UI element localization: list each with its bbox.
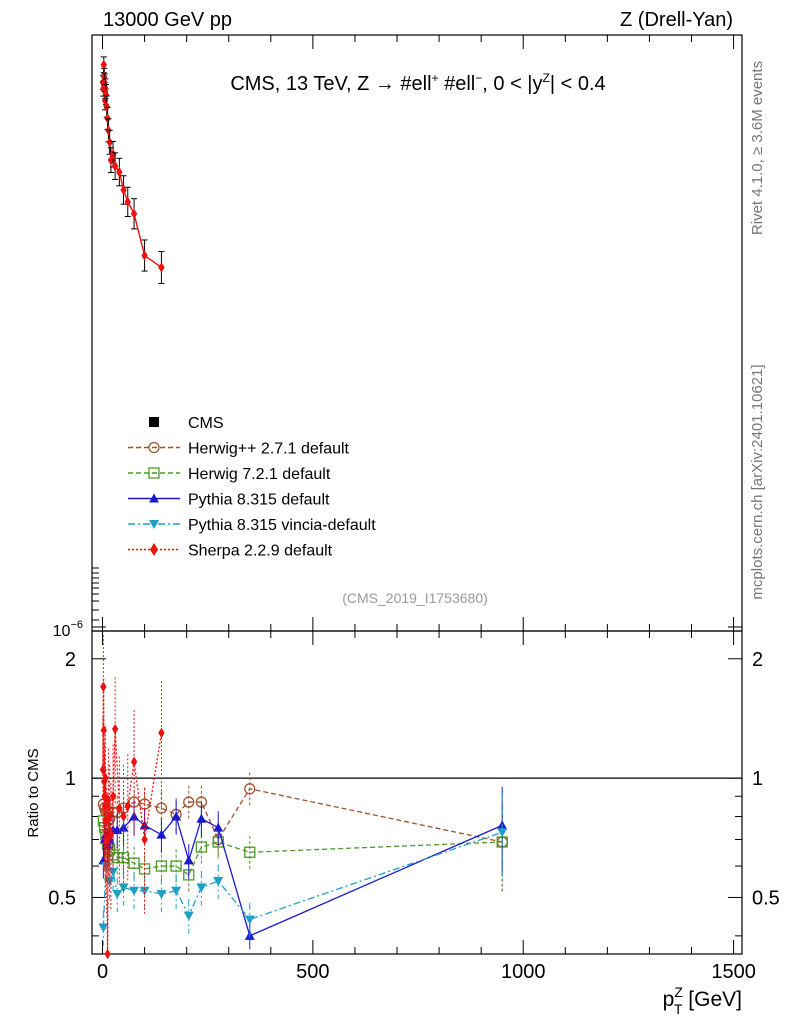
main-data-point — [158, 262, 165, 273]
legend-label: Sherpa 2.2.9 default — [188, 543, 333, 560]
ratio-data-point — [244, 783, 256, 795]
main-data-point — [116, 166, 123, 178]
ratio-data-point — [196, 813, 207, 823]
ratio-data-point — [183, 855, 194, 865]
ratio-series-line — [102, 820, 503, 876]
ratio-data-point — [124, 800, 131, 812]
ratio-data-point — [141, 834, 148, 845]
main-data-point — [130, 208, 138, 219]
ratio-data-point — [213, 822, 224, 832]
ratio-data-point — [111, 723, 119, 735]
header-process: 13000 GeV pp — [103, 9, 232, 31]
main-series-line — [102, 64, 162, 269]
y-tick-label-right: 1 — [752, 768, 763, 790]
legend-marker — [149, 493, 159, 503]
ratio-data-point — [183, 796, 195, 808]
y-tick-label-right: 0.5 — [752, 887, 780, 909]
x-axis-label: pZ T [GeV] — [663, 984, 742, 1017]
main-data-point — [107, 154, 115, 166]
legend-label: Herwig 7.2.1 default — [188, 466, 331, 483]
mcplots-source-label: mcplots.cern.ch [arXiv:2401.10621] — [749, 364, 766, 599]
ratio-data-point — [118, 883, 129, 893]
ratio-data-point — [118, 822, 129, 832]
x-tick-label: 1000 — [501, 961, 546, 983]
ratio-data-point — [213, 877, 224, 887]
ratio-data-point — [116, 802, 123, 814]
ratio-data-point — [244, 846, 256, 858]
ratio-data-point — [130, 756, 138, 767]
main-marks — [99, 56, 165, 284]
ratio-data-point — [155, 860, 168, 872]
main-y-tick-label: 10−6 — [53, 619, 83, 640]
ratio-data-point — [112, 890, 123, 900]
rivet-version-label: Rivet 4.1.0, ≥ 3.6M events — [749, 61, 766, 235]
legend-label: Pythia 8.315 vincia-default — [188, 517, 376, 534]
main-axes — [92, 35, 742, 631]
analysis-watermark: (CMS_2019_I1753680) — [342, 590, 488, 606]
ratio-data-point — [156, 829, 167, 839]
main-data-point — [111, 160, 119, 172]
header-observable: Z (Drell-Yan) — [620, 9, 733, 31]
ratio-data-point — [120, 811, 127, 822]
plot-title: CMS, 13 TeV, Z → #ell+ #ell−, 0 < |yZ| <… — [230, 71, 605, 95]
ratio-panel-frame — [91, 630, 743, 955]
ratio-data-point — [99, 764, 107, 775]
ratio-data-point — [196, 883, 207, 893]
ratio-data-point — [170, 860, 182, 872]
ratio-data-point — [101, 800, 109, 812]
main-data-point — [106, 137, 113, 148]
x-tick-label: 0 — [97, 961, 108, 983]
main-data-point — [102, 89, 110, 100]
ratio-data-point — [183, 911, 194, 921]
ratio-data-point — [156, 890, 167, 900]
ratio-data-point — [109, 791, 117, 802]
ratio-data-point — [98, 923, 109, 933]
y-tick-label: 1 — [65, 768, 76, 790]
x-tick-label: 1500 — [711, 961, 756, 983]
ratio-data-point — [129, 886, 140, 896]
x-tick-label: 500 — [296, 961, 329, 983]
main-data-point — [103, 101, 110, 112]
ratio-data-point — [112, 824, 123, 834]
y-tick-label: 2 — [65, 649, 76, 671]
legend-marker — [150, 543, 158, 556]
legend-marker — [148, 441, 160, 454]
ratio-data-point — [497, 828, 508, 838]
ratio-data-point — [139, 886, 150, 896]
legend-label: CMS — [188, 415, 224, 432]
ratio-data-point — [158, 727, 165, 739]
ratio-marks — [97, 635, 508, 960]
legend-marker — [149, 417, 159, 427]
legend-marker — [148, 467, 160, 479]
ratio-data-point — [171, 811, 182, 821]
legend-label: Pythia 8.315 default — [188, 492, 330, 509]
main-data-point — [124, 196, 131, 208]
ratio-data-point — [102, 815, 110, 827]
y-tick-label: 0.5 — [48, 887, 76, 909]
legend-marker — [149, 520, 159, 529]
legend: CMS Herwig++ 2.7.1 default Herwig 7.2.1 de… — [128, 415, 376, 560]
ratio-axes: 0 500 1000 1500 0.5 0.5 1 1 2 2 — [48, 631, 780, 983]
ratio-data-point — [244, 915, 255, 925]
ratio-y-axis-label: Ratio to CMS — [25, 748, 42, 837]
y-tick-label-right: 2 — [752, 649, 763, 671]
ratio-data-point — [111, 852, 123, 864]
main-data-point — [109, 149, 117, 160]
ratio-data-point — [171, 886, 182, 896]
ratio-data-point — [128, 857, 140, 869]
ratio-data-point — [107, 829, 115, 840]
ratio-data-point — [104, 948, 111, 960]
main-data-point — [141, 250, 148, 261]
ratio-data-point — [108, 867, 119, 877]
legend-label: Herwig++ 2.7.1 default — [188, 441, 350, 458]
ratio-data-point — [195, 841, 208, 853]
main-data-point — [100, 59, 107, 70]
